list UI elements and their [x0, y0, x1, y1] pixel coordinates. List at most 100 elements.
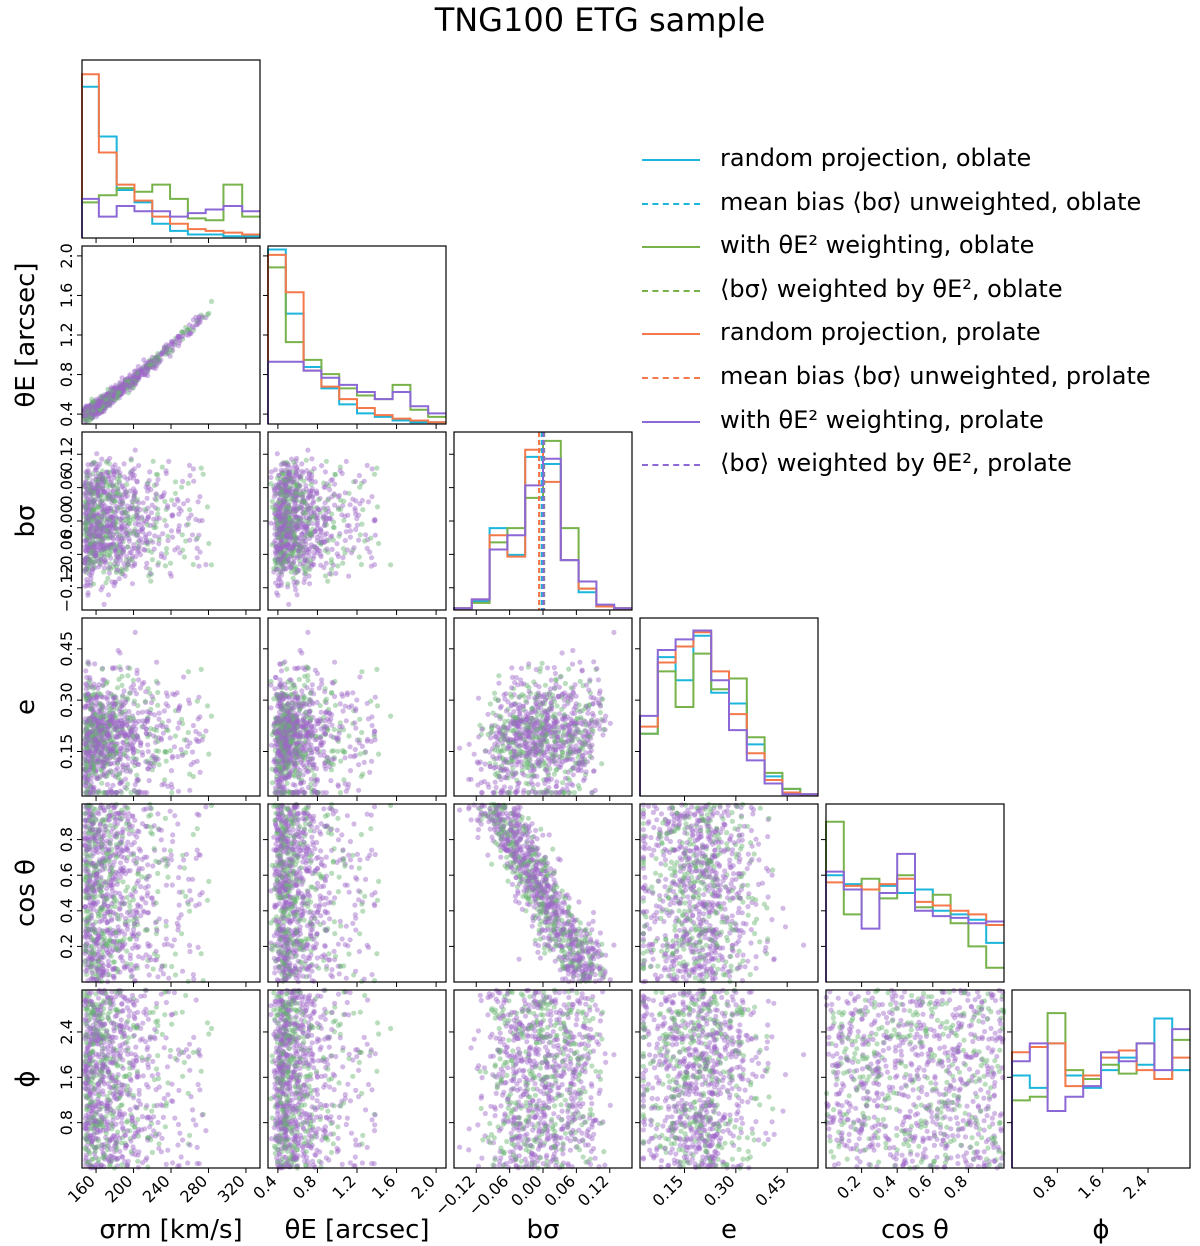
scatter-point — [82, 753, 88, 760]
y-tick-label: 0.30 — [57, 682, 76, 718]
scatter-point — [281, 498, 287, 504]
scatter-point — [180, 336, 186, 342]
scatter-point — [103, 680, 109, 687]
scatter-point — [181, 674, 187, 680]
scatter-point — [131, 466, 137, 472]
scatter-point — [119, 530, 125, 536]
scatter-point — [84, 408, 90, 414]
scatter-point — [347, 768, 354, 774]
scatter-point — [119, 779, 125, 785]
scatter-point — [277, 505, 283, 511]
scatter-point — [203, 562, 209, 568]
scatter-point — [172, 335, 179, 341]
scatter-point — [309, 456, 315, 462]
hist-line — [81, 197, 260, 238]
scatter-point — [120, 762, 126, 768]
scatter-point — [351, 545, 357, 551]
scatter-point — [347, 528, 354, 534]
scatter-point — [96, 532, 102, 538]
scatter-point — [97, 405, 103, 411]
scatter-point — [314, 512, 320, 518]
scatter-point — [288, 685, 294, 692]
scatter-point — [100, 501, 106, 507]
scatter-point — [175, 788, 182, 794]
scatter-point — [142, 721, 148, 727]
scatter-point — [142, 698, 148, 704]
scatter-point — [83, 412, 89, 418]
scatter-point — [185, 669, 191, 675]
scatter-point — [198, 312, 204, 318]
scatter-point — [82, 407, 88, 413]
scatter-point — [198, 465, 204, 471]
scatter-point — [85, 411, 91, 417]
scatter-point — [318, 740, 324, 746]
scatter-point — [110, 482, 116, 488]
scatter-point — [129, 557, 135, 564]
scatter-point — [98, 399, 104, 405]
scatter-point — [92, 661, 98, 667]
scatter-point — [100, 401, 106, 407]
scatter-point — [365, 716, 372, 722]
scatter-point — [134, 670, 140, 677]
scatter-point — [84, 577, 90, 583]
scatter-point — [292, 782, 298, 788]
scatter-point — [322, 506, 328, 512]
scatter-point — [327, 487, 333, 493]
scatter-point — [134, 778, 140, 784]
scatter-point — [134, 372, 140, 378]
scatter-point — [127, 665, 133, 671]
scatter-point — [136, 543, 142, 550]
scatter-point — [162, 517, 168, 523]
scatter-point — [199, 737, 205, 743]
scatter-point — [183, 332, 190, 338]
scatter-point — [323, 458, 329, 464]
scatter-point — [117, 730, 124, 736]
scatter-point — [187, 771, 193, 777]
scatter-point — [109, 790, 115, 796]
scatter-point — [149, 357, 155, 364]
scatter-point — [171, 502, 177, 508]
y-tick-label: 0.15 — [57, 734, 76, 770]
scatter-point — [102, 406, 108, 412]
scatter-point — [372, 694, 378, 700]
scatter-point — [98, 587, 104, 593]
y-tick-label: 0.45 — [57, 631, 76, 667]
scatter-point — [142, 372, 149, 378]
scatter-point — [309, 749, 315, 756]
scatter-point — [342, 537, 348, 544]
scatter-point — [110, 745, 116, 751]
scatter-point — [104, 391, 110, 397]
scatter-point — [275, 556, 281, 562]
scatter-point — [175, 526, 182, 533]
scatter-point — [274, 451, 280, 457]
scatter-point — [179, 532, 185, 538]
scatter-point — [92, 749, 98, 755]
scatter-point — [163, 690, 169, 696]
scatter-point — [113, 749, 120, 755]
scatter-point — [88, 413, 94, 419]
scatter-point — [83, 411, 90, 418]
scatter-point — [325, 578, 331, 584]
scatter-point — [116, 576, 122, 582]
scatter-point — [130, 677, 136, 683]
scatter-point — [189, 749, 196, 755]
scatter-point — [153, 678, 159, 685]
scatter-point — [352, 746, 358, 753]
scatter-point — [315, 721, 321, 727]
scatter-point — [136, 788, 142, 794]
scatter-point — [317, 735, 323, 741]
scatter-point — [196, 563, 202, 569]
scatter-point — [129, 382, 136, 388]
scatter-point — [302, 738, 308, 745]
scatter-point — [354, 697, 360, 703]
scatter-point — [131, 372, 137, 378]
scatter-point — [171, 744, 177, 750]
y-tick-label: 0.8 — [57, 362, 76, 387]
scatter-point — [137, 507, 144, 513]
scatter-point — [96, 404, 102, 410]
scatter-point — [123, 489, 129, 495]
scatter-point — [101, 395, 107, 401]
scatter-point — [120, 767, 126, 773]
scatter-point — [83, 725, 89, 732]
scatter-point — [268, 469, 274, 475]
